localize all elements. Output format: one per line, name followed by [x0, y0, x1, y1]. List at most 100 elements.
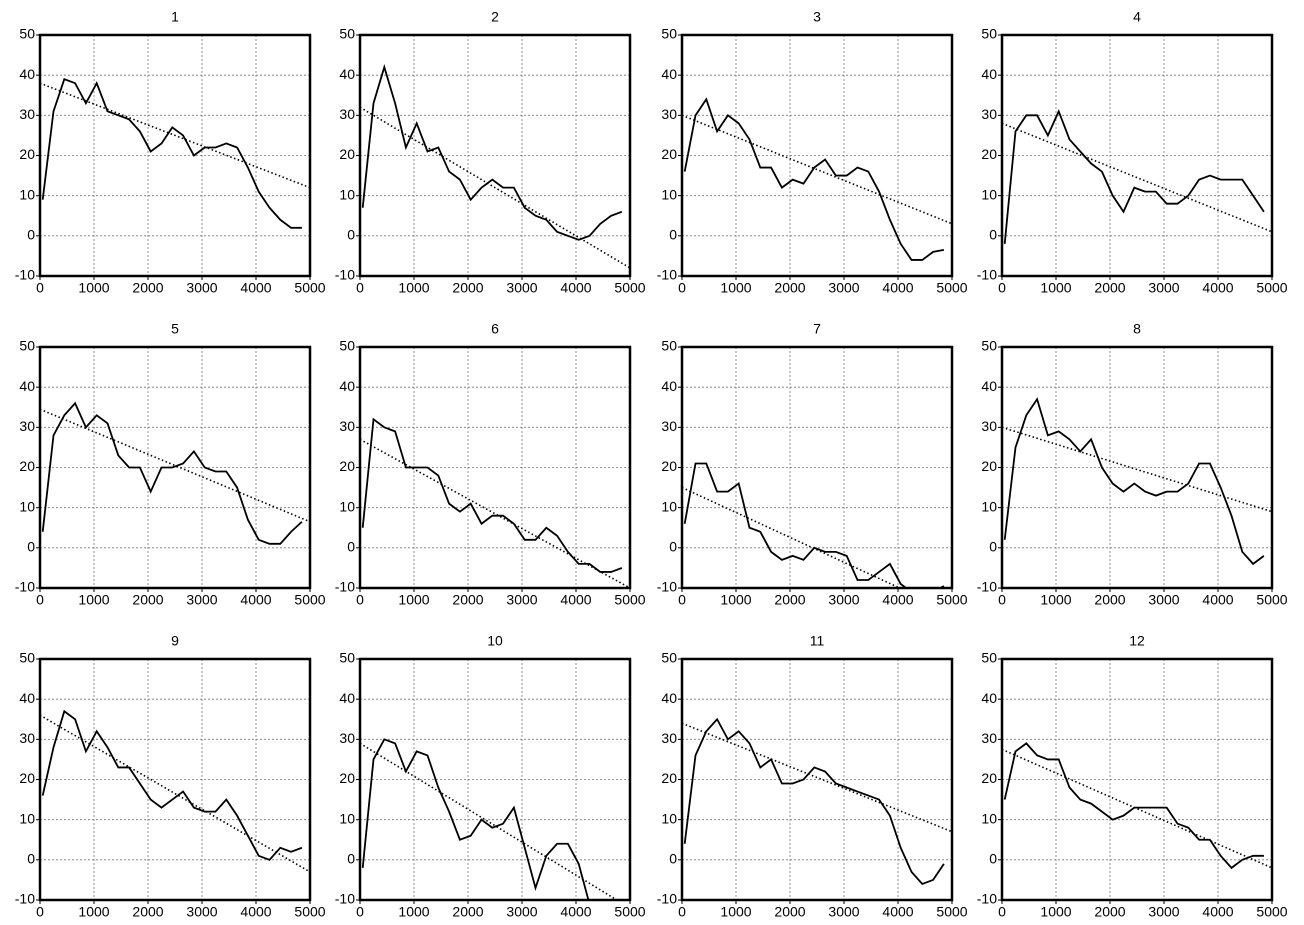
y-tick-label: 50 — [981, 338, 997, 354]
x-tick-label: 4000 — [1202, 592, 1233, 608]
plot-frame — [358, 657, 632, 902]
y-tick-label: 20 — [19, 146, 35, 162]
y-tick-label: 50 — [661, 338, 677, 354]
x-tick-label: 2000 — [452, 280, 483, 296]
x-tick-label: 2000 — [132, 904, 163, 920]
x-tick-label: 2000 — [774, 280, 805, 296]
y-tick-label: 10 — [339, 810, 355, 826]
plot-frame — [358, 345, 632, 590]
y-tick-label: 30 — [981, 730, 997, 746]
x-tick-label: 0 — [36, 592, 44, 608]
x-tick-label: 0 — [36, 904, 44, 920]
x-tick-label: 0 — [678, 904, 686, 920]
y-tick-label: 10 — [661, 186, 677, 202]
y-tick-label: 10 — [981, 498, 997, 514]
x-tick-label: 5000 — [614, 280, 645, 296]
x-tick-label: 0 — [998, 280, 1006, 296]
y-tick-label: 20 — [661, 770, 677, 786]
y-tick-label: 50 — [981, 26, 997, 42]
x-tick-label: 5000 — [294, 904, 325, 920]
x-tick-label: 3000 — [1148, 592, 1179, 608]
trend-line — [40, 82, 310, 189]
y-tick-label: 30 — [339, 418, 355, 434]
data-line — [41, 709, 303, 861]
y-tick-label: 30 — [661, 106, 677, 122]
x-tick-label: 4000 — [882, 280, 913, 296]
y-tick-label: -10 — [657, 579, 677, 595]
trend-line — [360, 742, 619, 900]
y-tick-label: 40 — [19, 66, 35, 82]
x-tick-label: 4000 — [882, 904, 913, 920]
x-tick-label: 3000 — [186, 592, 217, 608]
y-tick-label: 40 — [339, 378, 355, 394]
x-tick-label: 2000 — [774, 592, 805, 608]
x-tick-label: 5000 — [614, 904, 645, 920]
y-tick-label: -10 — [977, 891, 997, 907]
subplot-title: 10 — [487, 633, 503, 649]
x-tick-label: 1000 — [720, 280, 751, 296]
y-tick-label: 0 — [347, 539, 355, 555]
x-tick-label: 0 — [998, 592, 1006, 608]
y-tick-label: 40 — [661, 690, 677, 706]
data-line — [361, 738, 590, 900]
y-tick-label: 30 — [339, 730, 355, 746]
x-tick-label: 3000 — [506, 280, 537, 296]
plot-frame — [680, 657, 954, 902]
trend-line — [682, 486, 902, 588]
x-tick-label: 1000 — [720, 904, 751, 920]
x-tick-label: 0 — [356, 592, 364, 608]
y-tick-label: 0 — [989, 851, 997, 867]
y-tick-label: -10 — [335, 891, 355, 907]
y-tick-label: 30 — [661, 730, 677, 746]
y-tick-label: 20 — [19, 458, 35, 474]
plot-frame — [1000, 657, 1274, 902]
x-tick-label: 4000 — [560, 904, 591, 920]
trend-line — [1002, 122, 1272, 233]
x-tick-label: 5000 — [936, 280, 967, 296]
x-tick-label: 1000 — [1040, 280, 1071, 296]
x-tick-label: 1000 — [398, 592, 429, 608]
y-tick-label: 40 — [339, 690, 355, 706]
y-tick-label: 40 — [339, 66, 355, 82]
y-tick-label: 50 — [661, 650, 677, 666]
y-tick-label: -10 — [15, 267, 35, 283]
subplot-title: 7 — [813, 321, 821, 337]
y-tick-label: 20 — [19, 770, 35, 786]
x-tick-label: 2000 — [1094, 280, 1125, 296]
trend-line — [682, 114, 952, 225]
x-tick-label: 0 — [356, 904, 364, 920]
data-line — [41, 78, 302, 229]
y-tick-label: 10 — [19, 498, 35, 514]
y-tick-label: 50 — [339, 338, 355, 354]
x-tick-label: 4000 — [882, 592, 913, 608]
y-tick-label: 30 — [19, 106, 35, 122]
x-tick-label: 1000 — [1040, 904, 1071, 920]
trend-line — [1002, 426, 1272, 513]
x-tick-label: 1000 — [398, 280, 429, 296]
x-tick-label: 5000 — [1256, 592, 1287, 608]
x-tick-label: 4000 — [560, 280, 591, 296]
x-tick-label: 4000 — [240, 280, 271, 296]
y-tick-label: 0 — [27, 851, 35, 867]
y-tick-label: 40 — [981, 378, 997, 394]
y-tick-label: 30 — [981, 418, 997, 434]
y-tick-label: 20 — [981, 146, 997, 162]
plot-frame — [680, 345, 954, 590]
plot-frame — [358, 33, 632, 278]
subplot-title: 11 — [810, 633, 825, 649]
subplot-title: 3 — [813, 9, 821, 25]
y-tick-label: 10 — [661, 810, 677, 826]
y-tick-label: -10 — [335, 579, 355, 595]
trend-line — [40, 714, 310, 873]
y-tick-label: 40 — [19, 690, 35, 706]
y-tick-label: 30 — [339, 106, 355, 122]
x-tick-label: 3000 — [186, 280, 217, 296]
x-tick-label: 1000 — [78, 280, 109, 296]
y-tick-label: 20 — [661, 146, 677, 162]
